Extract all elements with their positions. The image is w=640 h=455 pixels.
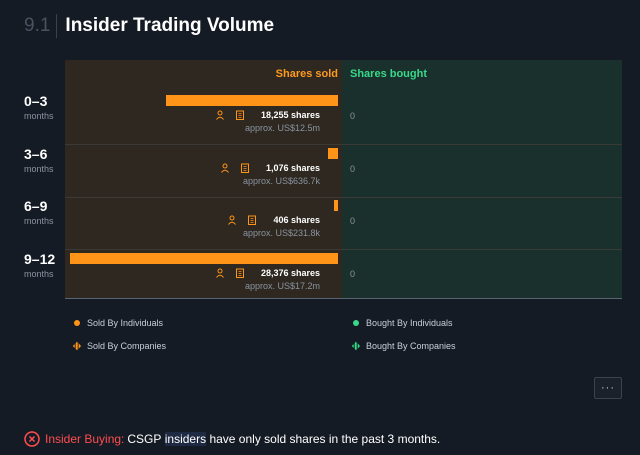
building-icon bbox=[235, 268, 244, 278]
shares-count: 406 shares bbox=[273, 215, 320, 225]
row-divider bbox=[65, 144, 622, 145]
section-title: Insider Trading Volume bbox=[65, 15, 275, 36]
sold-bar[interactable] bbox=[70, 252, 338, 264]
sold-bar[interactable] bbox=[328, 147, 338, 159]
legend-label: Sold By Individuals bbox=[87, 318, 164, 328]
sold-companies-diamond-icon bbox=[72, 341, 82, 351]
row-meta: 1,076 shares bbox=[220, 163, 320, 173]
row-unit: months bbox=[24, 111, 54, 121]
bought-value: 0 bbox=[350, 111, 356, 121]
shares-count: 1,076 shares bbox=[265, 162, 320, 173]
legend-label: Bought By Companies bbox=[366, 341, 456, 351]
x-circle-icon bbox=[24, 431, 40, 447]
building-icon bbox=[235, 110, 244, 120]
chart-row: 6–9 months 406 shares approx. US$231.8k 0 bbox=[0, 198, 622, 250]
row-range: 3–6 bbox=[24, 145, 48, 162]
shares-sold-header: Shares sold bbox=[275, 68, 338, 80]
chart-row: 9–12 months 28,376 shares approx. US$17.2m 0 bbox=[0, 251, 622, 303]
bought-value: 0 bbox=[350, 163, 356, 174]
row-divider bbox=[65, 196, 622, 198]
alert-ticker: CSGP bbox=[127, 432, 162, 446]
bought-value: 0 bbox=[350, 216, 356, 226]
row-label: 3–6 months bbox=[24, 146, 54, 174]
row-range: 6–9 bbox=[24, 198, 48, 214]
chart-baseline bbox=[65, 298, 622, 299]
legend-label: Bought By Individuals bbox=[366, 318, 453, 328]
bought-value: 0 bbox=[350, 268, 356, 279]
row-meta: 18,255 shares bbox=[215, 110, 320, 120]
person-icon bbox=[228, 215, 237, 225]
shares-count: 18,255 shares bbox=[260, 110, 320, 120]
shares-bought-header: Shares bought bbox=[350, 68, 428, 80]
chart-row: 3–6 months 1,076 shares approx. US$636.7k 0 bbox=[0, 146, 622, 198]
row-meta: 406 shares bbox=[227, 215, 320, 225]
sold-bar[interactable] bbox=[166, 95, 338, 106]
more-options-button[interactable]: ··· bbox=[594, 377, 622, 399]
row-unit: months bbox=[24, 268, 54, 279]
row-range: 9–12 bbox=[24, 250, 56, 267]
row-label: 0–3 months bbox=[24, 93, 54, 121]
row-meta: 28,376 shares bbox=[215, 268, 320, 278]
building-icon bbox=[240, 163, 249, 173]
sold-bar[interactable] bbox=[334, 200, 338, 211]
legend-bought-individuals: Bought By Individuals bbox=[353, 318, 453, 328]
chart-row: 0–3 months 18,255 shares approx. US$12.5m 0 bbox=[0, 93, 622, 145]
alert-text: have only sold shares in the past 3 mont… bbox=[209, 432, 441, 446]
row-range: 0–3 bbox=[24, 93, 48, 109]
row-divider bbox=[65, 249, 622, 250]
person-icon bbox=[221, 163, 229, 173]
bought-area bbox=[342, 60, 622, 298]
bought-companies-diamond-icon bbox=[351, 341, 361, 351]
insider-buying-alert: Insider Buying: CSGP insiders have only … bbox=[24, 431, 440, 447]
row-label: 6–9 months bbox=[24, 198, 54, 226]
row-label: 9–12 months bbox=[24, 251, 55, 279]
person-icon bbox=[216, 268, 224, 278]
legend-sold-companies: Sold By Companies bbox=[72, 341, 167, 351]
person-icon bbox=[216, 110, 224, 120]
building-icon bbox=[248, 215, 257, 225]
bought-individuals-dot-icon bbox=[353, 320, 359, 326]
section-header: 9.1 Insider Trading Volume bbox=[24, 14, 274, 38]
sold-individuals-dot-icon bbox=[74, 320, 80, 326]
section-number: 9.1 bbox=[24, 15, 51, 36]
legend-label: Sold By Companies bbox=[87, 341, 167, 351]
row-unit: months bbox=[24, 216, 54, 226]
shares-count: 28,376 shares bbox=[260, 267, 320, 278]
alert-label: Insider Buying: bbox=[45, 432, 125, 446]
insider-volume-chart: Shares sold Shares bought 0–3 months 18,25… bbox=[0, 60, 640, 300]
legend-sold-individuals: Sold By Individuals bbox=[74, 318, 163, 328]
approx-value: approx. US$17.2m bbox=[244, 280, 320, 291]
approx-value: approx. US$636.7k bbox=[242, 175, 320, 186]
row-unit: months bbox=[24, 163, 54, 174]
alert-highlight: insiders bbox=[164, 432, 207, 446]
approx-value: approx. US$12.5m bbox=[244, 123, 320, 133]
approx-value: approx. US$231.8k bbox=[242, 228, 320, 238]
section-divider bbox=[56, 14, 58, 38]
legend-bought-companies: Bought By Companies bbox=[351, 341, 456, 351]
